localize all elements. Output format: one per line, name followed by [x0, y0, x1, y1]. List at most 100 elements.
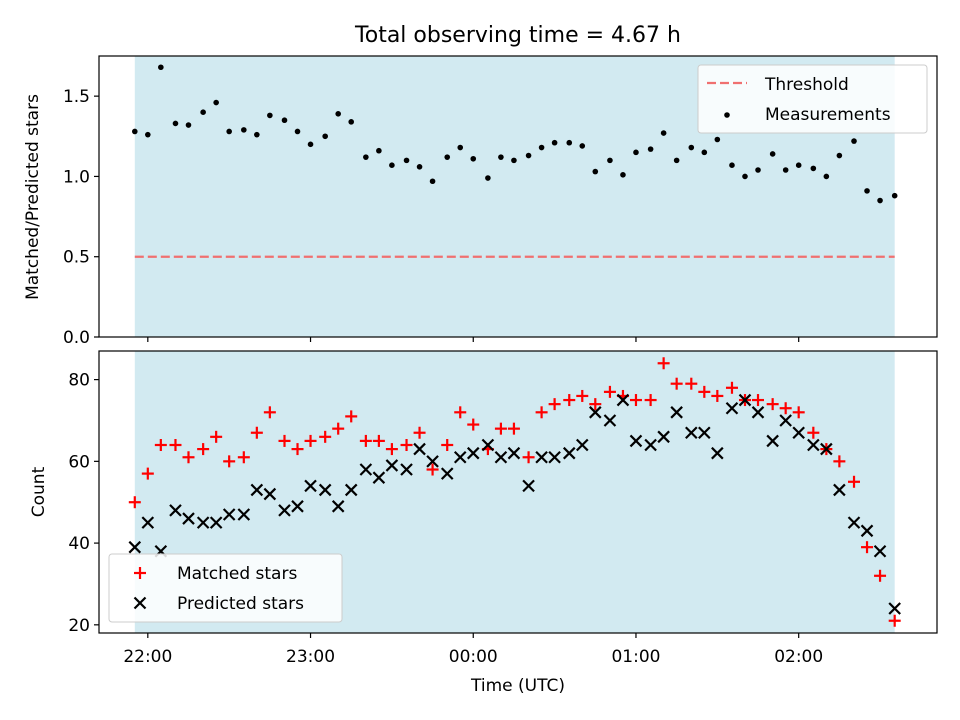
- measurement-point: [851, 138, 857, 144]
- matched-star-point: [223, 455, 236, 468]
- matched-star-point: [263, 406, 276, 419]
- predicted-star-point: [860, 524, 874, 538]
- measurement-point: [755, 167, 761, 173]
- predicted-star-point: [873, 544, 887, 558]
- top-y-tick-label: 0.0: [63, 328, 90, 348]
- matched-star-point: [250, 426, 263, 439]
- predicted-star-point: [670, 406, 683, 419]
- predicted-star-point: [548, 450, 561, 464]
- predicted-star-point: [792, 426, 805, 440]
- measurement-point: [145, 131, 151, 138]
- measurement-point: [294, 128, 301, 135]
- matched-star-point: [644, 394, 657, 407]
- measurement-point: [647, 146, 654, 152]
- measurement-point: [607, 157, 613, 164]
- matched-star-point: [494, 422, 507, 435]
- measurement-point: [307, 141, 314, 148]
- predicted-star-point: [562, 446, 576, 460]
- measurement-point: [877, 197, 883, 204]
- measurement-point: [200, 109, 206, 115]
- matched-star-point: [154, 439, 167, 451]
- measurement-point: [891, 192, 898, 199]
- matched-star-point: [711, 389, 724, 402]
- predicted-legend-label: Predicted stars: [177, 594, 304, 614]
- measurement-point: [782, 167, 789, 173]
- bottom-y-axis: 20 40 60 80: [68, 371, 99, 636]
- measurement-point: [660, 130, 667, 136]
- predicted-star-point: [331, 500, 345, 513]
- measurement-point: [457, 144, 464, 151]
- x-tick-label: 00:00: [449, 647, 498, 667]
- matched-star-point: [589, 398, 602, 411]
- predicted-star-point: [698, 426, 711, 440]
- matched-star-point: [467, 418, 480, 431]
- bottom-y-tick-label: 60: [68, 452, 90, 472]
- matched-stars-layer: [128, 357, 901, 627]
- predicted-star-point: [779, 414, 792, 427]
- predicted-star-point: [128, 540, 142, 554]
- measurement-point: [795, 162, 802, 168]
- predicted-star-point: [182, 512, 195, 525]
- top-panel: 0.0 0.5 1.0 1.5 Matched/Predicted stars Thr…: [23, 55, 938, 348]
- measurement-point: [688, 144, 695, 151]
- predicted-star-point: [820, 442, 833, 456]
- matched-star-point: [291, 443, 304, 456]
- matched-star-point: [657, 357, 670, 370]
- measurement-point: [823, 173, 830, 180]
- predicted-star-point: [250, 483, 264, 497]
- predicted-star-point: [494, 450, 508, 464]
- measurement-point: [348, 119, 355, 125]
- measurement-point: [363, 154, 369, 160]
- bottom-legend-box: [108, 553, 343, 623]
- measurement-point: [714, 136, 721, 143]
- matched-star-point: [210, 430, 223, 443]
- predicted-star-point: [318, 483, 332, 497]
- matched-star-point: [128, 496, 141, 509]
- predicted-star-point: [629, 434, 643, 448]
- measurement-point: [213, 99, 219, 106]
- bottom-y-tick-label: 80: [68, 371, 90, 391]
- measurement-point: [742, 173, 748, 180]
- predicted-star-point: [413, 442, 426, 456]
- top-legend: Threshold Measurements: [697, 64, 928, 134]
- predicted-star-point: [833, 483, 846, 497]
- predicted-star-point: [372, 471, 386, 484]
- measurement-point: [701, 149, 708, 156]
- measurement-point: [633, 149, 639, 156]
- measurement-point: [620, 172, 626, 178]
- predicted-star-point: [888, 602, 901, 615]
- measurement-point: [810, 165, 817, 172]
- matched-star-point: [182, 451, 195, 464]
- predicted-star-point: [711, 446, 724, 460]
- measurement-point: [511, 157, 517, 164]
- matched-star-point: [576, 389, 589, 402]
- measurement-point: [322, 133, 328, 140]
- measurement-point: [592, 168, 599, 175]
- predicted-star-point: [575, 438, 589, 452]
- measurement-point: [185, 122, 192, 128]
- predicted-star-point: [291, 500, 304, 513]
- matched-star-point: [848, 475, 861, 488]
- top-y-tick-label: 1.5: [63, 87, 90, 107]
- top-plot-frame: [98, 55, 938, 338]
- bottom-y-tick-label: 20: [68, 616, 90, 636]
- measurements-legend-label: Measurements: [765, 105, 891, 125]
- predicted-star-point: [304, 479, 317, 493]
- x-tick-label: 02:00: [774, 647, 823, 667]
- matched-star-point: [563, 394, 576, 407]
- measurement-point: [158, 64, 164, 71]
- predicted-star-point: [209, 516, 223, 529]
- predicted-star-point: [440, 467, 454, 480]
- matched-star-point: [413, 426, 426, 439]
- bottom-x-axis: 22:00 23:00 00:00 01:00 02:00: [123, 633, 823, 667]
- measurement-point: [416, 163, 423, 170]
- matched-star-point: [507, 422, 520, 435]
- predicted-star-point: [657, 430, 670, 444]
- bottom-y-axis-label: Count: [29, 466, 49, 517]
- bottom-plot-frame: [98, 350, 938, 634]
- predicted-star-point: [751, 406, 765, 419]
- predicted-star-point: [400, 463, 413, 476]
- top-legend-box: [697, 64, 928, 134]
- matched-star-point: [861, 541, 874, 554]
- matched-star-point: [385, 443, 398, 456]
